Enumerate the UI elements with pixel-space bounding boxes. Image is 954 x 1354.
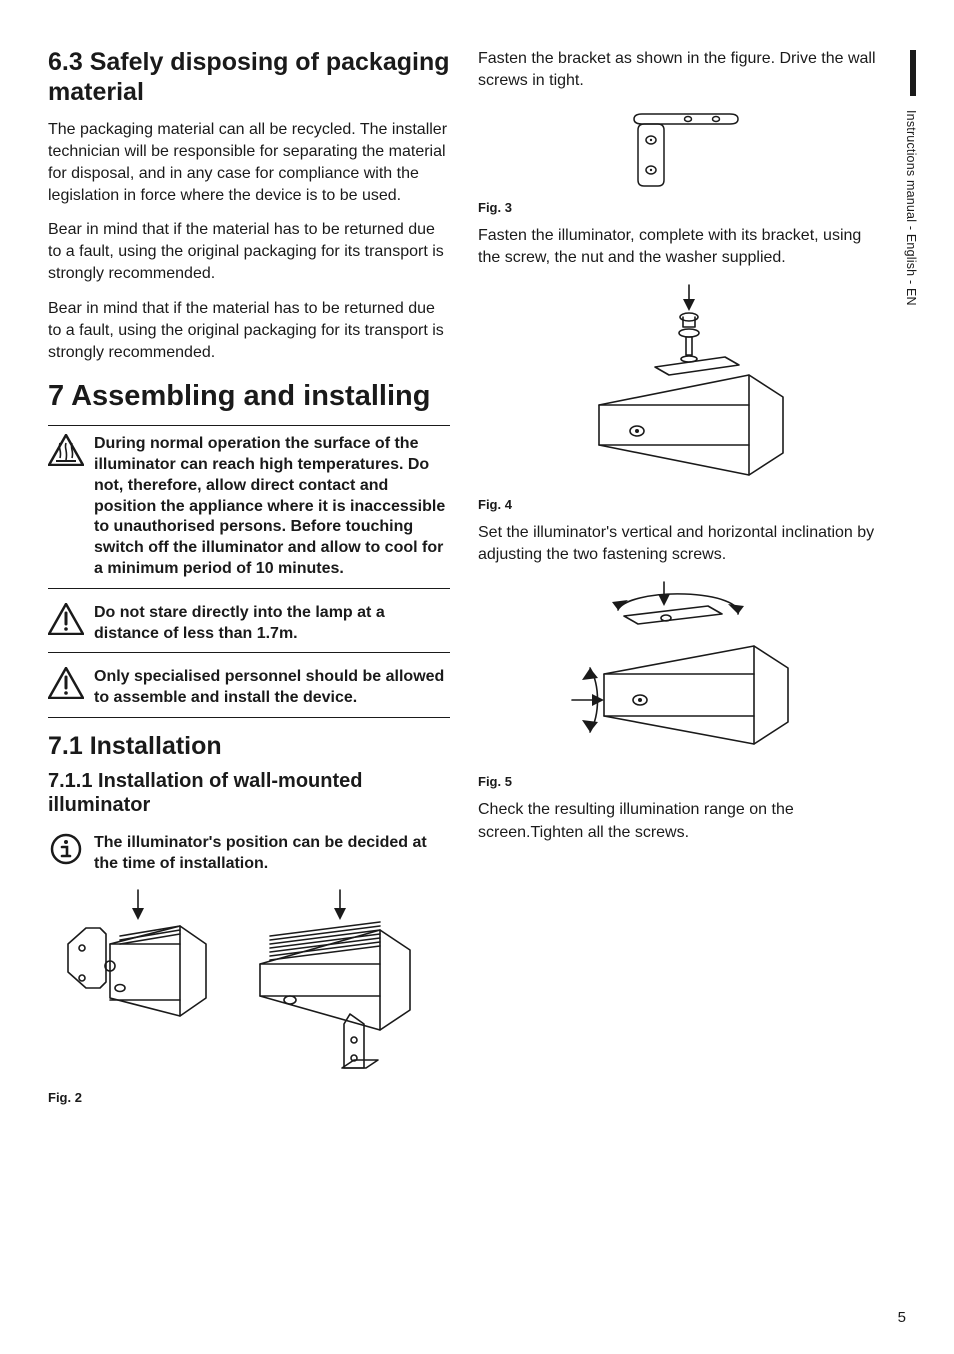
figure-5 xyxy=(478,578,880,768)
hot-surface-icon xyxy=(48,434,84,466)
figure-2-caption: Fig. 2 xyxy=(48,1090,450,1105)
warning-do-not-stare-text: Do not stare directly into the lamp at a… xyxy=(94,603,450,645)
page: Instructions manual - English - EN 6.3 S… xyxy=(0,0,954,1354)
para-fasten-illuminator: Fasten the illuminator, complete with it… xyxy=(478,225,880,269)
para-6-3-1: The packaging material can all be recycl… xyxy=(48,119,450,207)
figure-4-drawing xyxy=(559,281,799,491)
warning-do-not-stare: Do not stare directly into the lamp at a… xyxy=(48,595,450,654)
para-6-3-2: Bear in mind that if the material has to… xyxy=(48,219,450,285)
figure-5-caption: Fig. 5 xyxy=(478,774,880,789)
figure-2-right-drawing xyxy=(230,884,430,1084)
right-column: Fasten the bracket as shown in the figur… xyxy=(478,48,906,1115)
left-column: 6.3 Safely disposing of packaging materi… xyxy=(48,48,450,1115)
figure-3-caption: Fig. 3 xyxy=(478,200,880,215)
warning-specialised-personnel-text: Only specialised personnel should be all… xyxy=(94,667,450,709)
side-tab-text: Instructions manual - English - EN xyxy=(904,110,918,306)
warning-icon xyxy=(48,667,84,699)
para-fasten-bracket: Fasten the bracket as shown in the figur… xyxy=(478,48,880,92)
para-check-range: Check the resulting illumination range o… xyxy=(478,799,880,843)
heading-7-1: 7.1 Installation xyxy=(48,732,450,761)
warning-specialised-personnel: Only specialised personnel should be all… xyxy=(48,659,450,718)
figure-3 xyxy=(478,104,880,194)
figure-2-left-drawing xyxy=(48,884,218,1054)
content-columns: 6.3 Safely disposing of packaging materi… xyxy=(48,48,906,1115)
para-set-inclination: Set the illuminator's vertical and horiz… xyxy=(478,522,880,566)
info-position-text: The illuminator's position can be decide… xyxy=(94,833,450,875)
para-6-3-3: Bear in mind that if the material has to… xyxy=(48,298,450,364)
figure-2 xyxy=(48,884,450,1084)
warning-hot-surface: During normal operation the surface of t… xyxy=(48,425,450,589)
heading-7-1-1: 7.1.1 Installation of wall-mounted illum… xyxy=(48,769,450,817)
page-number: 5 xyxy=(898,1309,906,1326)
heading-6-3: 6.3 Safely disposing of packaging materi… xyxy=(48,48,450,107)
side-tab: Instructions manual - English - EN xyxy=(894,50,916,350)
figure-4-caption: Fig. 4 xyxy=(478,497,880,512)
heading-7: 7 Assembling and installing xyxy=(48,380,450,413)
figure-5-drawing xyxy=(554,578,804,768)
info-position: The illuminator's position can be decide… xyxy=(48,827,450,885)
side-tab-bar xyxy=(910,50,916,96)
figure-3-drawing xyxy=(604,104,754,194)
warning-icon xyxy=(48,603,84,635)
info-icon xyxy=(48,833,84,865)
warning-hot-surface-text: During normal operation the surface of t… xyxy=(94,434,450,580)
figure-4 xyxy=(478,281,880,491)
